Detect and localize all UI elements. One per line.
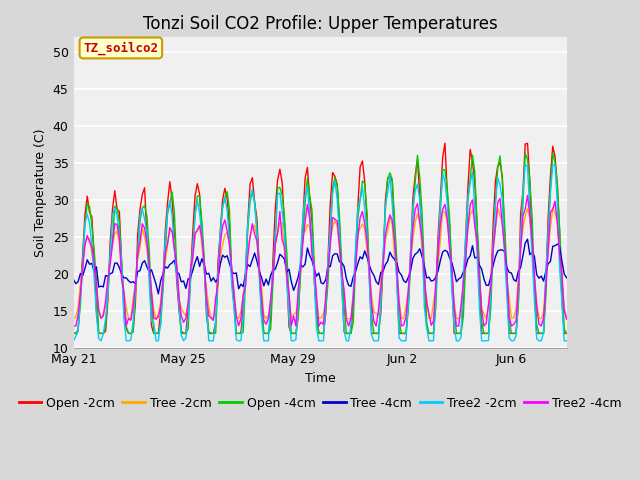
Tree2 -4cm	[180, 319, 188, 325]
Open -4cm	[193, 193, 201, 199]
Open -4cm	[448, 267, 456, 273]
Tree -4cm	[524, 236, 531, 242]
Tree2 -4cm	[524, 192, 531, 198]
Tree -2cm	[354, 230, 362, 236]
Open -2cm	[349, 301, 357, 307]
Tree2 -2cm	[551, 161, 559, 167]
Tree2 -4cm	[70, 323, 77, 329]
Tree -2cm	[180, 310, 188, 315]
Tree -4cm	[352, 269, 360, 275]
Tree -2cm	[563, 313, 570, 319]
Tree -4cm	[563, 275, 570, 280]
Line: Tree2 -4cm: Tree2 -4cm	[74, 195, 566, 326]
Tree2 -4cm	[487, 282, 495, 288]
Open -2cm	[354, 204, 362, 210]
Tree2 -2cm	[70, 338, 77, 344]
X-axis label: Time: Time	[305, 372, 335, 384]
Open -4cm	[349, 320, 357, 325]
Open -2cm	[193, 181, 201, 187]
Tree2 -2cm	[354, 204, 362, 210]
Tree -2cm	[487, 274, 495, 280]
Open -4cm	[354, 215, 362, 221]
Tree -4cm	[70, 277, 77, 283]
Tree2 -2cm	[487, 287, 495, 292]
Tree -2cm	[193, 226, 201, 232]
Legend: Open -2cm, Tree -2cm, Open -4cm, Tree -4cm, Tree2 -2cm, Tree2 -4cm: Open -2cm, Tree -2cm, Open -4cm, Tree -4…	[13, 392, 627, 415]
Tree -4cm	[356, 254, 364, 260]
Tree -4cm	[451, 269, 458, 275]
Tree -4cm	[196, 264, 204, 269]
Open -4cm	[180, 331, 188, 336]
Line: Open -2cm: Open -2cm	[74, 143, 566, 334]
Tree2 -4cm	[563, 316, 570, 322]
Open -2cm	[490, 221, 497, 227]
Tree -2cm	[448, 272, 456, 278]
Line: Open -4cm: Open -4cm	[74, 153, 566, 334]
Title: Tonzi Soil CO2 Profile: Upper Temperatures: Tonzi Soil CO2 Profile: Upper Temperatur…	[143, 15, 497, 33]
Text: TZ_soilco2: TZ_soilco2	[83, 41, 158, 55]
Line: Tree2 -2cm: Tree2 -2cm	[74, 164, 566, 341]
Tree2 -2cm	[193, 198, 201, 204]
Open -2cm	[180, 331, 188, 336]
Open -4cm	[70, 331, 77, 336]
Tree2 -4cm	[354, 235, 362, 240]
Tree2 -4cm	[448, 265, 456, 271]
Open -2cm	[563, 331, 570, 336]
Open -2cm	[441, 140, 449, 146]
Tree2 -4cm	[193, 228, 201, 234]
Line: Tree -2cm: Tree -2cm	[74, 208, 566, 319]
Tree -4cm	[490, 263, 497, 268]
Tree2 -2cm	[180, 338, 188, 344]
Tree -2cm	[70, 316, 77, 322]
Tree2 -2cm	[349, 291, 357, 297]
Open -4cm	[563, 331, 570, 336]
Tree -2cm	[349, 290, 357, 296]
Tree -4cm	[154, 291, 162, 297]
Tree2 -2cm	[563, 338, 570, 344]
Tree -2cm	[494, 205, 502, 211]
Line: Tree -4cm: Tree -4cm	[74, 239, 566, 294]
Open -2cm	[451, 331, 458, 336]
Tree -4cm	[182, 286, 189, 291]
Tree2 -4cm	[349, 297, 357, 302]
Tree2 -2cm	[448, 288, 456, 293]
Open -4cm	[487, 305, 495, 311]
Open -4cm	[549, 150, 557, 156]
Y-axis label: Soil Temperature (C): Soil Temperature (C)	[34, 129, 47, 257]
Open -2cm	[70, 331, 77, 336]
